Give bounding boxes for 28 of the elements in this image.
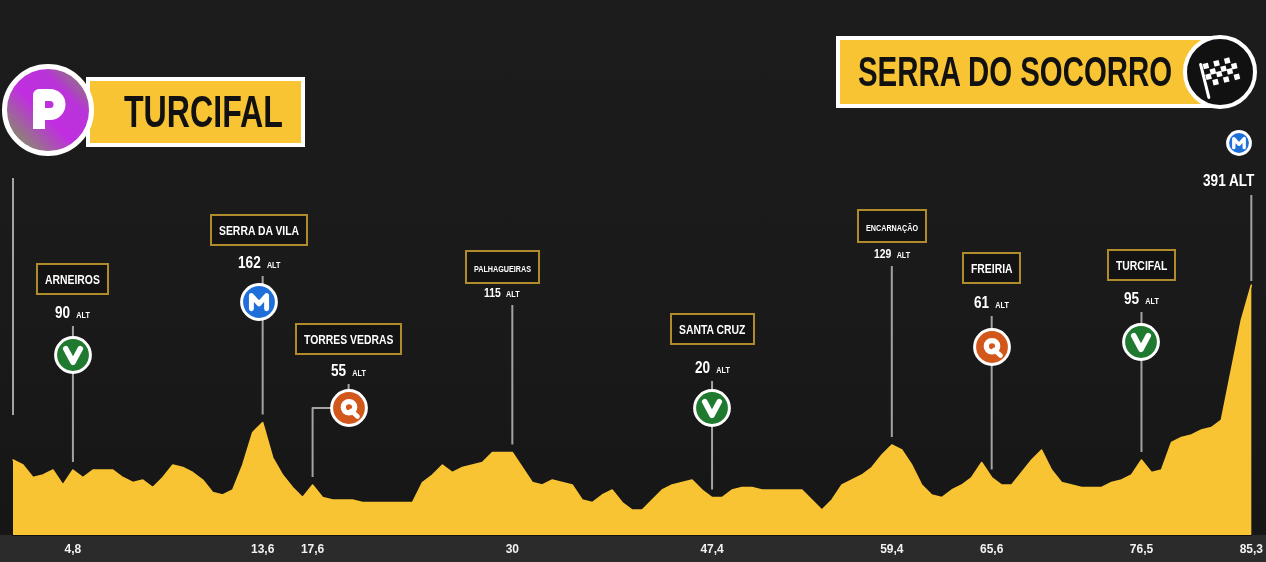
text: SERRA DO SOCORRO	[858, 48, 1173, 95]
annotation: 391 ALT	[1203, 170, 1255, 190]
text: ENCARNAÇÃO	[865, 223, 918, 233]
annotation: 129 ALT	[873, 246, 910, 261]
text: TURCIFAL	[124, 87, 283, 136]
x-tick-label: 30	[505, 542, 520, 556]
annotation: 162 ALT	[237, 252, 280, 272]
annotation: TORRES VEDRAS	[304, 332, 394, 347]
annotation: 61 ALT	[974, 292, 1009, 312]
annotation: ARNEIROS	[45, 272, 101, 287]
x-tick-label: 76,5	[1129, 542, 1154, 556]
x-tick-label: 13,6	[250, 542, 275, 556]
x-tick-label: 65,6	[979, 542, 1004, 556]
annotation: 95 ALT	[1123, 288, 1159, 308]
x-tick-label: 47,4	[700, 542, 725, 556]
annotation: 115 ALT	[484, 285, 520, 300]
text: TURCIFAL	[1115, 258, 1168, 273]
annotation: 20 ALT	[694, 357, 730, 377]
x-tick-label: 59,4	[880, 542, 904, 556]
x-tick-label: 85,3	[1239, 542, 1264, 556]
text: SERRA DA VILA	[218, 223, 299, 238]
x-tick-label: 4,8	[64, 542, 82, 556]
annotation: 90 ALT	[55, 302, 91, 322]
text: FREIRIA	[970, 261, 1013, 276]
x-tick-label: 17,6	[300, 542, 325, 556]
annotation: 55 ALT	[331, 360, 366, 380]
text: PALHAGUEIRAS	[473, 264, 531, 274]
annotation: SANTA CRUZ	[679, 322, 746, 337]
